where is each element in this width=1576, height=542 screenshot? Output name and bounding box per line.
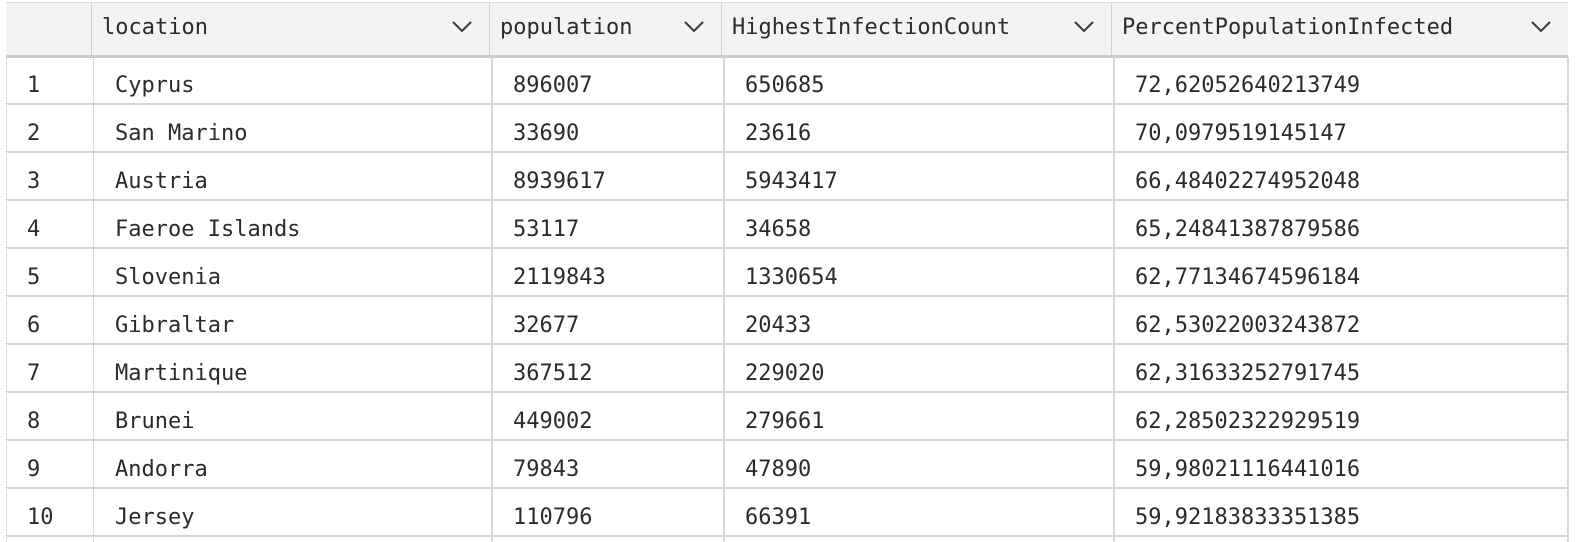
- location-cell[interactable]: Brunei: [115, 409, 195, 434]
- highest-infection-count-cell[interactable]: 650685: [745, 73, 825, 98]
- percent-population-infected-cell[interactable]: 59,98021116441016: [1135, 457, 1361, 482]
- location-cell[interactable]: San Marino: [115, 121, 248, 146]
- population-cell[interactable]: 79843: [513, 457, 580, 482]
- population-cell[interactable]: 2119843: [513, 265, 606, 290]
- column-divider: [491, 57, 493, 542]
- population-cell[interactable]: 53117: [513, 217, 580, 242]
- location-cell[interactable]: Martinique: [115, 361, 248, 386]
- column-header-label: HighestInfectionCount: [732, 15, 1011, 40]
- table-row[interactable]: 8 Brunei 449002 279661 62,28502322929519: [7, 393, 1569, 441]
- highest-infection-count-cell[interactable]: 47890: [745, 457, 812, 482]
- population-cell[interactable]: 367512: [513, 361, 593, 386]
- chevron-down-icon[interactable]: [451, 20, 473, 34]
- percent-population-infected-cell[interactable]: 66,48402274952048: [1135, 169, 1361, 194]
- column-header-label: location: [102, 15, 208, 40]
- location-cell[interactable]: Slovenia: [115, 265, 221, 290]
- column-header-label: population: [500, 15, 633, 40]
- highest-infection-count-cell[interactable]: 34658: [745, 217, 812, 242]
- percent-population-infected-cell[interactable]: 59,92183833351385: [1135, 505, 1361, 530]
- highest-infection-count-cell[interactable]: 279661: [745, 409, 825, 434]
- percent-population-infected-cell[interactable]: 72,62052640213749: [1135, 73, 1361, 98]
- column-divider: [723, 57, 725, 542]
- column-header-location[interactable]: location: [92, 3, 490, 55]
- chevron-down-icon[interactable]: [1073, 20, 1095, 34]
- grid-header: location population HighestInfectionCoun…: [6, 2, 1568, 58]
- population-cell[interactable]: 110796: [513, 505, 593, 530]
- highest-infection-count-cell[interactable]: 5943417: [745, 169, 838, 194]
- percent-population-infected-cell[interactable]: 65,24841387879586: [1135, 217, 1361, 242]
- grid-body: 10 Jersey 110796 66391 59,92183833351385 9 And…: [6, 57, 1569, 542]
- column-header-label: PercentPopulationInfected: [1122, 15, 1454, 40]
- location-cell[interactable]: Jersey: [115, 505, 195, 530]
- highest-infection-count-cell[interactable]: 1330654: [745, 265, 838, 290]
- row-number-cell[interactable]: 2: [27, 121, 41, 146]
- location-cell[interactable]: Cyprus: [115, 73, 195, 98]
- row-number-cell[interactable]: 5: [27, 265, 41, 290]
- column-divider: [1567, 57, 1569, 542]
- column-header-population[interactable]: population: [490, 3, 722, 55]
- row-number-cell[interactable]: 4: [27, 217, 41, 242]
- percent-population-infected-cell[interactable]: 62,28502322929519: [1135, 409, 1361, 434]
- location-cell[interactable]: Andorra: [115, 457, 208, 482]
- chevron-down-icon[interactable]: [1530, 20, 1552, 34]
- highest-infection-count-cell[interactable]: 23616: [745, 121, 812, 146]
- percent-population-infected-cell[interactable]: 62,77134674596184: [1135, 265, 1361, 290]
- table-row[interactable]: 4 Faeroe Islands 53117 34658 65,248413878795…: [7, 201, 1569, 249]
- table-row[interactable]: 10 Jersey 110796 66391 59,92183833351385: [7, 489, 1569, 537]
- row-number-cell[interactable]: 3: [27, 169, 41, 194]
- table-row[interactable]: 1 Cyprus 896007 650685 72,62052640213749: [7, 57, 1569, 105]
- table-row[interactable]: 2 San Marino 33690 23616 70,0979519145147: [7, 105, 1569, 153]
- row-number-cell[interactable]: 8: [27, 409, 41, 434]
- highest-infection-count-cell[interactable]: 66391: [745, 505, 812, 530]
- row-number-cell[interactable]: 10: [27, 505, 54, 530]
- percent-population-infected-cell[interactable]: 62,53022003243872: [1135, 313, 1361, 338]
- row-number-header: [6, 3, 92, 55]
- table-row[interactable]: 3 Austria 8939617 5943417 66,48402274952048: [7, 153, 1569, 201]
- row-number-cell[interactable]: 6: [27, 313, 41, 338]
- chevron-down-icon[interactable]: [683, 20, 705, 34]
- population-cell[interactable]: 8939617: [513, 169, 606, 194]
- table-row[interactable]: 6 Gibraltar 32677 20433 62,53022003243872: [7, 297, 1569, 345]
- percent-population-infected-cell[interactable]: 62,31633252791745: [1135, 361, 1361, 386]
- location-cell[interactable]: Gibraltar: [115, 313, 235, 338]
- table-row[interactable]: 7 Martinique 367512 229020 62,31633252791745: [7, 345, 1569, 393]
- population-cell[interactable]: 449002: [513, 409, 593, 434]
- population-cell[interactable]: 32677: [513, 313, 580, 338]
- highest-infection-count-cell[interactable]: 229020: [745, 361, 825, 386]
- table-row[interactable]: 9 Andorra 79843 47890 59,98021116441016: [7, 441, 1569, 489]
- column-divider: [93, 57, 94, 542]
- table-row[interactable]: 5 Slovenia 2119843 1330654 62,77134674596184: [7, 249, 1569, 297]
- highest-infection-count-cell[interactable]: 20433: [745, 313, 812, 338]
- row-number-cell[interactable]: 7: [27, 361, 41, 386]
- location-cell[interactable]: Faeroe Islands: [115, 217, 301, 242]
- row-number-cell[interactable]: 9: [27, 457, 41, 482]
- population-cell[interactable]: 33690: [513, 121, 580, 146]
- column-header-highest-infection-count[interactable]: HighestInfectionCount: [722, 3, 1112, 55]
- population-cell[interactable]: 896007: [513, 73, 593, 98]
- column-header-percent-population-infected[interactable]: PercentPopulationInfected: [1112, 3, 1568, 55]
- location-cell[interactable]: Austria: [115, 169, 208, 194]
- row-number-cell[interactable]: 1: [27, 73, 41, 98]
- column-divider: [1113, 57, 1115, 542]
- percent-population-infected-cell[interactable]: 70,0979519145147: [1135, 121, 1347, 146]
